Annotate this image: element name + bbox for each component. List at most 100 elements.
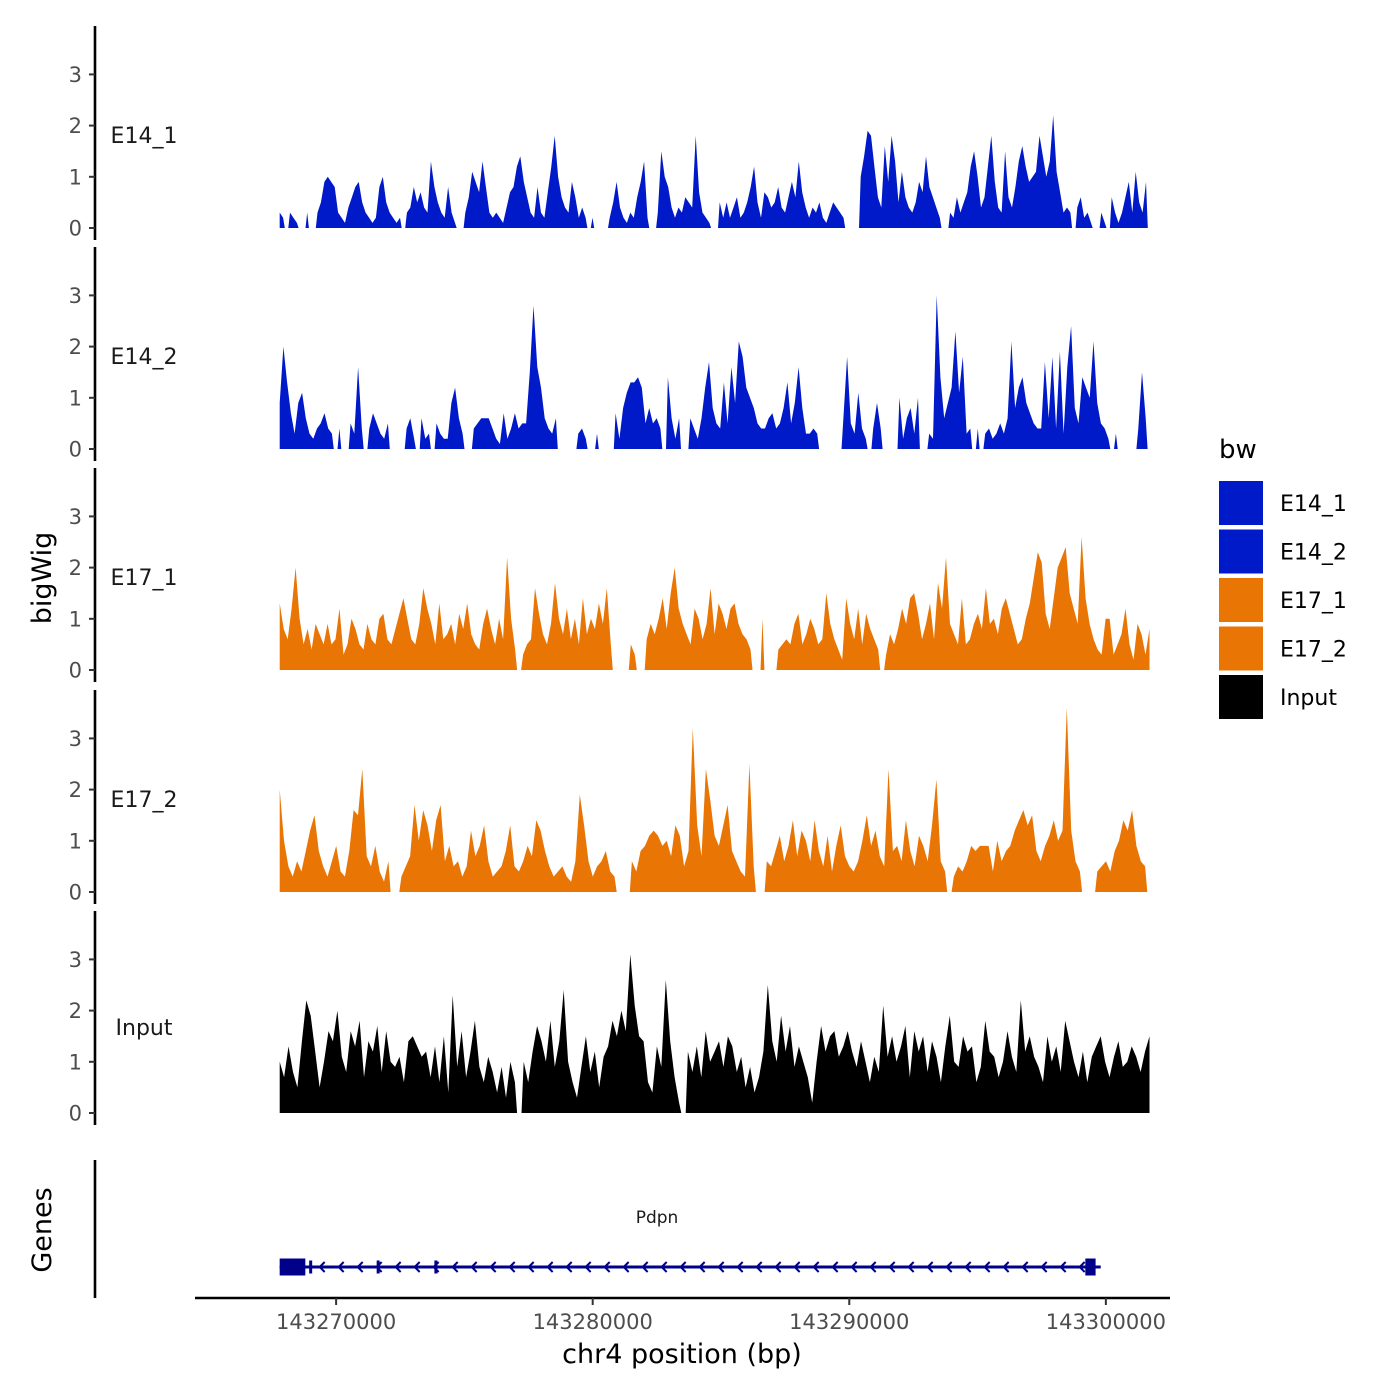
coverage-area-segment (884, 536, 1150, 670)
strand-arrow-icon (983, 1261, 991, 1273)
y-tick-label: 0 (69, 438, 82, 462)
coverage-area-segment (608, 161, 650, 228)
track-Input: 0 1 2 3 Input (69, 911, 1150, 1126)
strand-arrow-icon (413, 1261, 421, 1273)
y-tick-label: 0 (69, 659, 82, 683)
coverage-area-segment (337, 428, 342, 449)
coverage-area-segment (1095, 810, 1148, 892)
track-label: E14_1 (111, 124, 178, 149)
strand-arrow-icon (1040, 1261, 1048, 1273)
strand-arrow-icon (489, 1261, 497, 1273)
coverage-area-segment (1075, 197, 1093, 228)
strand-arrow-icon (584, 1261, 592, 1273)
x-axis-title: chr4 position (bp) (562, 1339, 802, 1370)
gene-exon (1085, 1258, 1096, 1276)
y-tick-label: 2 (69, 778, 82, 802)
gene-panel: Pdpn (93, 1160, 1101, 1298)
legend-label: E14_1 (1280, 492, 1347, 517)
x-tick-label: 143290000 (789, 1310, 909, 1334)
strand-arrow-icon (470, 1261, 478, 1273)
legend-key-E17_2 (1219, 626, 1263, 671)
track-E17_1: 0 1 2 3 E17_1 (69, 468, 1150, 683)
track-label: E14_2 (111, 345, 178, 370)
coverage-area-segment (983, 326, 1111, 449)
y-tick-label: 3 (69, 505, 82, 529)
coverage-area-segment (975, 428, 980, 449)
coverage-area-segment (463, 135, 588, 228)
strand-arrow-icon (546, 1261, 554, 1273)
coverage-area-segment (521, 954, 682, 1113)
coverage-area-segment (1136, 372, 1148, 449)
y-tick-label: 1 (69, 165, 82, 189)
strand-arrow-icon (793, 1261, 801, 1273)
y-tick-label: 2 (69, 999, 82, 1023)
coverage-area-segment (348, 367, 364, 449)
coverage-area-segment (279, 557, 518, 670)
y-tick-label: 2 (69, 556, 82, 580)
strand-arrow-icon (1021, 1261, 1029, 1273)
strand-arrow-icon (394, 1261, 402, 1273)
coverage-area-segment (399, 794, 617, 892)
legend-key-Input (1219, 675, 1263, 719)
strand-arrow-icon (850, 1261, 858, 1273)
coverage-area-segment (590, 217, 595, 228)
strand-arrow-icon (679, 1261, 687, 1273)
strand-arrow-icon (356, 1261, 364, 1273)
gene-name-label: Pdpn (636, 1208, 679, 1228)
y-tick-label: 3 (69, 63, 82, 87)
coverage-area-segment (841, 356, 868, 449)
coverage-area-segment (927, 295, 973, 449)
coverage-area-segment (948, 115, 1073, 228)
genes-axis-title: Genes (27, 1187, 58, 1272)
y-tick-label: 1 (69, 829, 82, 853)
y-tick-label: 0 (69, 881, 82, 905)
coverage-area-segment (897, 397, 920, 449)
strand-arrow-icon (641, 1261, 649, 1273)
coverage-area-segment (688, 341, 820, 449)
gene-exon (434, 1260, 438, 1274)
y-tick-label: 3 (69, 727, 82, 751)
y-tick-label: 3 (69, 284, 82, 308)
coverage-area-segment (666, 377, 681, 449)
coverage-area-segment (279, 995, 518, 1113)
strand-arrow-icon (318, 1261, 326, 1273)
coverage-area-segment (305, 212, 309, 228)
strand-arrow-icon (926, 1261, 934, 1273)
coverage-area-segment (859, 130, 942, 228)
strand-arrow-icon (508, 1261, 516, 1273)
gene-exon (376, 1260, 380, 1274)
coverage-area-segment (764, 769, 948, 892)
coverage-area-segment (471, 305, 558, 449)
strand-arrow-icon (698, 1261, 706, 1273)
coverage-area-segment (871, 402, 883, 449)
coverage-area-segment (576, 428, 588, 449)
coverage-area-segment (629, 728, 756, 892)
y-tick-label: 2 (69, 114, 82, 138)
legend-label: E17_2 (1280, 638, 1347, 663)
x-tick-label: 143280000 (533, 1310, 653, 1334)
strand-arrow-icon (337, 1261, 345, 1273)
strand-arrow-icon (527, 1261, 535, 1273)
coverage-area-segment (279, 769, 391, 892)
y-tick-label: 1 (69, 1050, 82, 1074)
track-label: E17_2 (111, 788, 178, 813)
coverage-area-segment (434, 387, 465, 449)
legend-key-E17_1 (1219, 578, 1263, 622)
strand-arrow-icon (945, 1261, 953, 1273)
coverage-area-segment (405, 161, 457, 228)
coverage-area-segment (367, 413, 390, 449)
y-tick-label: 0 (69, 1102, 82, 1126)
x-tick-label: 143300000 (1046, 1310, 1166, 1334)
coverage-area-segment (1114, 433, 1118, 449)
coverage-area-segment (521, 583, 613, 670)
coverage-area-segment (1099, 212, 1107, 228)
coverage-area-segment (613, 377, 663, 449)
legend-title: bw (1219, 435, 1257, 465)
strand-arrow-icon (565, 1261, 573, 1273)
track-label: E17_1 (111, 566, 178, 591)
legend-key-E14_1 (1219, 481, 1263, 525)
strand-arrow-icon (717, 1261, 725, 1273)
strand-arrow-icon (907, 1261, 915, 1273)
track-E14_1: 0 1 2 3 E14_1 (69, 26, 1148, 241)
coverage-area-segment (656, 135, 712, 228)
